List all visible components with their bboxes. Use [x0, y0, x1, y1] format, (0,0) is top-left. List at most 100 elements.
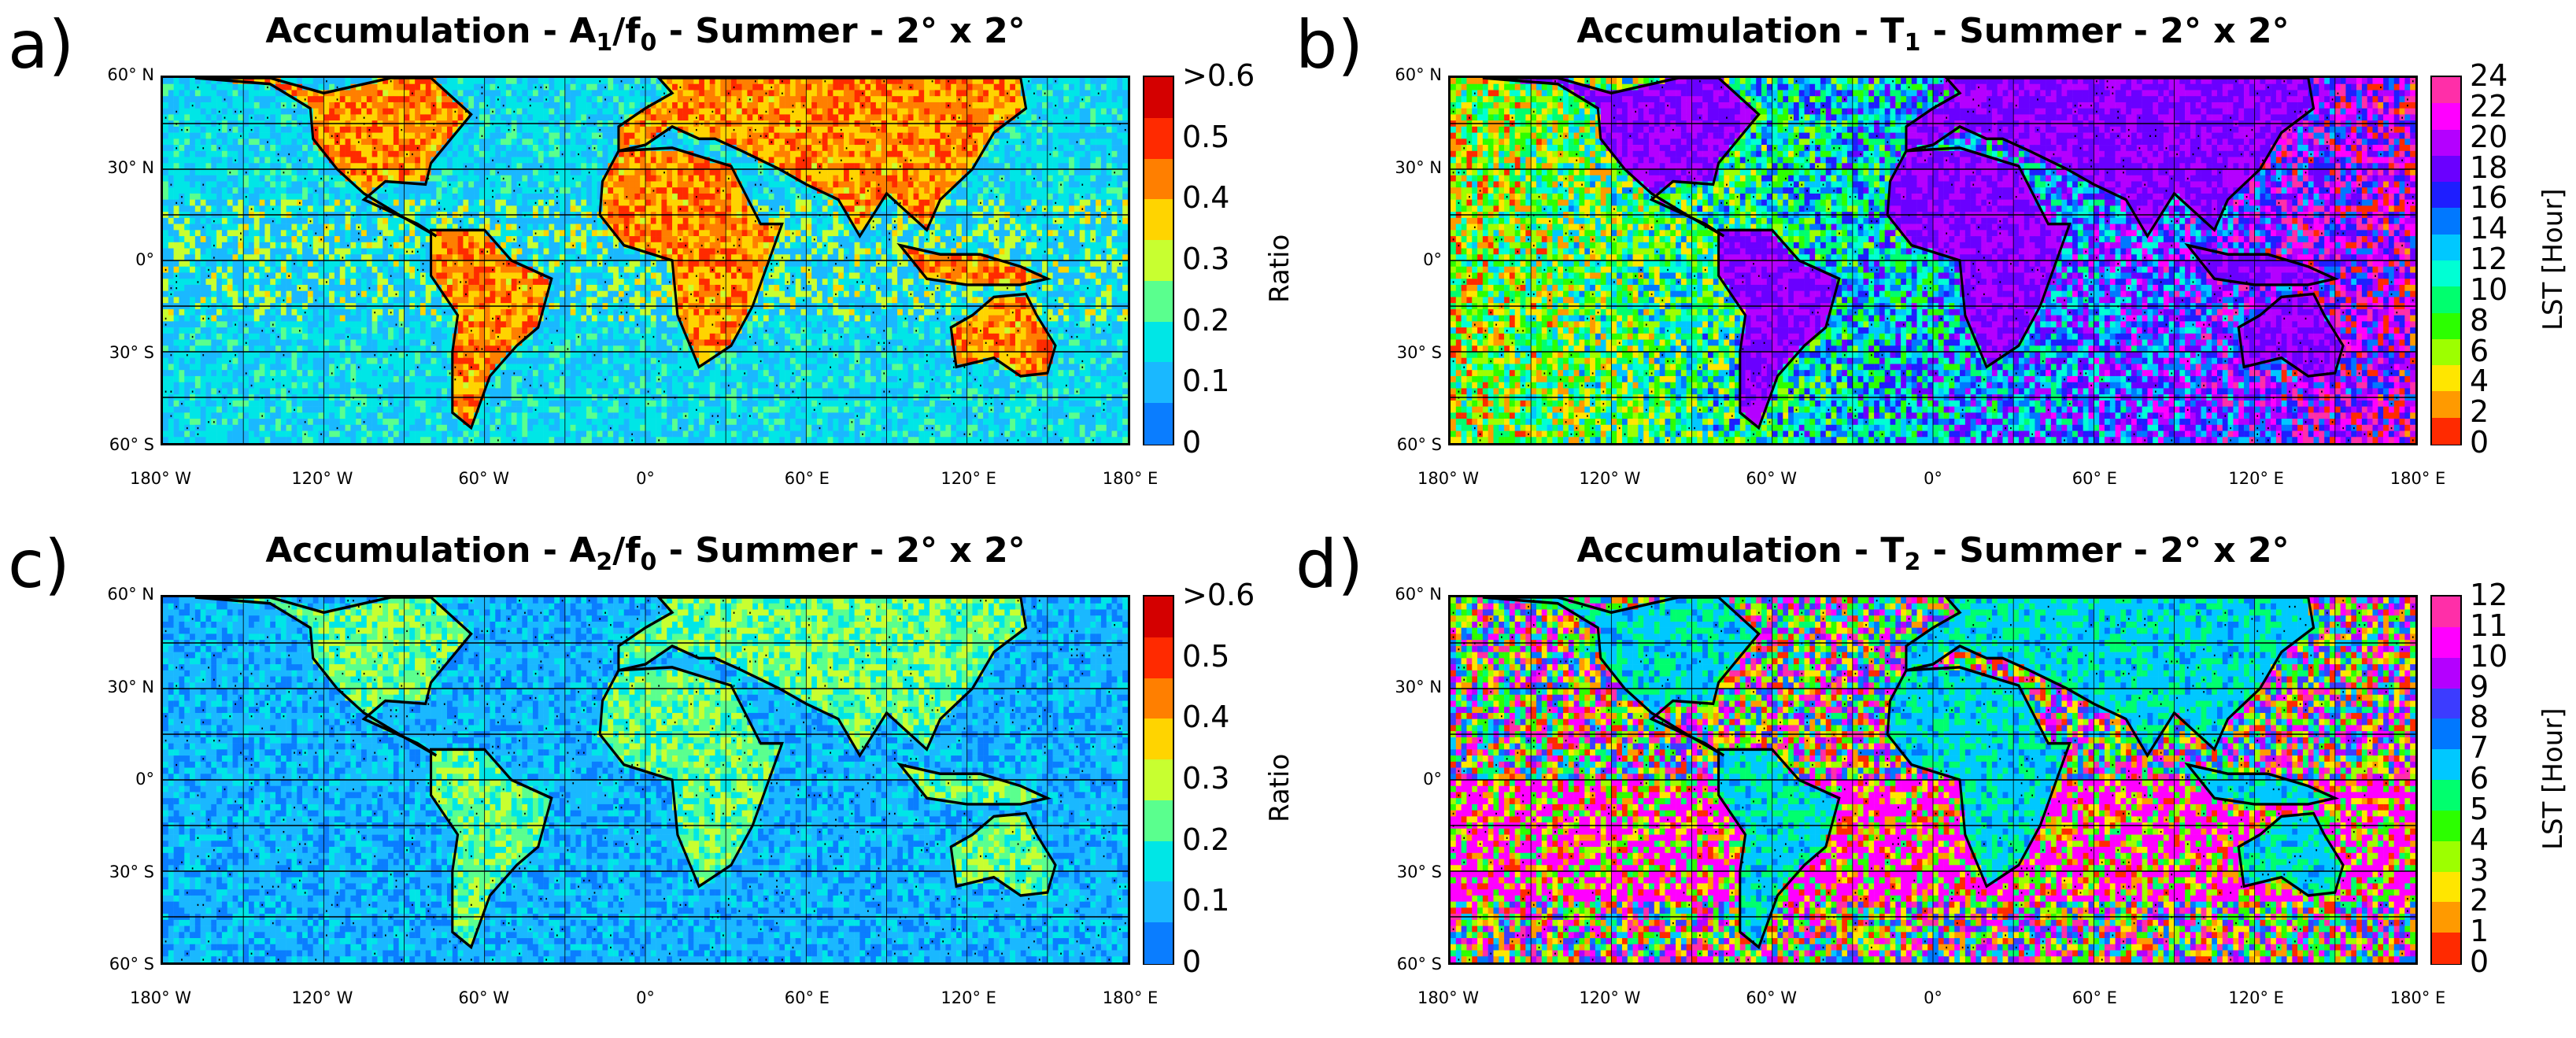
- coastline: [194, 78, 473, 238]
- colorbar-segment: [2432, 749, 2460, 781]
- lat-tick-label: 30° N: [83, 158, 154, 177]
- colorbar-segment: [1144, 759, 1173, 801]
- colorbar-tick-label: 0.3: [1182, 761, 1229, 796]
- colorbar-segment: [1144, 637, 1173, 679]
- lon-tick-label: 60° E: [752, 988, 862, 1007]
- coastline: [2237, 292, 2345, 378]
- lon-tick-label: 60° E: [2039, 469, 2149, 488]
- coastline: [949, 811, 1057, 897]
- colorbar-segment: [2432, 718, 2460, 751]
- colorbar-segment: [2432, 391, 2460, 419]
- lat-tick-label: 60° S: [83, 955, 154, 973]
- heatmap-plot-area: [1448, 595, 2418, 965]
- colorbar-segment: [1144, 240, 1173, 282]
- lon-tick-label: 120° E: [2201, 469, 2312, 488]
- lon-tick-label: 0°: [590, 469, 700, 488]
- panel-label: a): [8, 6, 74, 83]
- lat-tick-label: 0°: [83, 250, 154, 269]
- chart-title: Accumulation - A2/f0 - Summer - 2° x 2°: [244, 530, 1047, 576]
- colorbar-segment: [2432, 129, 2460, 157]
- panel-label: b): [1295, 6, 1363, 83]
- colorbar-segment: [2432, 208, 2460, 235]
- colorbar-tick-label: >0.6: [1182, 58, 1255, 93]
- lon-tick-label: 180° W: [1393, 988, 1503, 1007]
- lon-tick-label: 120° E: [2201, 988, 2312, 1007]
- heatmap-cells: [163, 597, 1128, 962]
- colorbar-segment: [2432, 933, 2460, 964]
- lon-tick-label: 60° E: [2039, 988, 2149, 1007]
- colorbar: [1143, 595, 1174, 965]
- colorbar: [2430, 595, 2462, 965]
- colorbar-segment: [1144, 881, 1173, 924]
- colorbar-tick-label: 2: [2470, 883, 2489, 918]
- colorbar-tick-label: 0.5: [1182, 639, 1229, 674]
- lat-tick-label: 60° N: [83, 65, 154, 84]
- lon-tick-label: 180° E: [2363, 469, 2473, 488]
- lon-tick-label: 120° W: [1554, 469, 1665, 488]
- colorbar-tick-label: 8: [2470, 700, 2489, 734]
- colorbar-segment: [1144, 158, 1173, 201]
- lat-tick-label: 0°: [1371, 770, 1442, 789]
- heatmap-cells: [1451, 597, 2415, 962]
- colorbar-segment: [1144, 117, 1173, 160]
- colorbar-segment: [2432, 871, 2460, 903]
- colorbar-tick-label: 0.2: [1182, 822, 1229, 857]
- colorbar-segment: [1144, 718, 1173, 761]
- colorbar-segment: [2432, 338, 2460, 367]
- colorbar-tick-label: 16: [2470, 180, 2508, 215]
- colorbar-tick-label: 18: [2470, 150, 2508, 185]
- lon-tick-label: 120° W: [267, 469, 377, 488]
- colorbar-segment: [1144, 678, 1173, 720]
- heatmap-cells: [163, 78, 1128, 443]
- colorbar-tick-label: 0: [1182, 425, 1201, 460]
- lon-tick-label: 0°: [590, 988, 700, 1007]
- colorbar-tick-label: 3: [2470, 853, 2489, 888]
- colorbar-segment: [2432, 597, 2460, 628]
- colorbar-segment: [2432, 182, 2460, 209]
- colorbar-segment: [2432, 77, 2460, 105]
- chart-title: Accumulation - T2 - Summer - 2° x 2°: [1532, 530, 2334, 576]
- colorbar-segment: [1144, 321, 1173, 364]
- chart-title: Accumulation - T1 - Summer - 2° x 2°: [1532, 11, 2334, 57]
- coastline: [194, 597, 473, 757]
- colorbar-segment: [2432, 688, 2460, 720]
- colorbar-segment: [2432, 657, 2460, 689]
- colorbar-tick-label: 0: [2470, 944, 2489, 979]
- lat-tick-label: 30° S: [1371, 863, 1442, 881]
- colorbar-title: LST [Hour]: [2537, 188, 2569, 331]
- lon-tick-label: 0°: [1878, 469, 1988, 488]
- coastline: [598, 146, 784, 369]
- colorbar-tick-label: 8: [2470, 303, 2489, 338]
- lat-tick-label: 30° S: [1371, 343, 1442, 362]
- lon-tick-label: 60° W: [429, 469, 539, 488]
- colorbar-tick-label: 0.4: [1182, 180, 1229, 215]
- colorbar-segment: [1144, 362, 1173, 404]
- lon-tick-label: 60° E: [752, 469, 862, 488]
- lat-tick-label: 60° S: [83, 435, 154, 454]
- heatmap-cells: [1451, 78, 2415, 443]
- lat-tick-label: 30° N: [1371, 158, 1442, 177]
- colorbar-tick-label: >0.6: [1182, 578, 1255, 612]
- colorbar-segment: [1144, 77, 1173, 119]
- lat-tick-label: 30° N: [1371, 678, 1442, 696]
- colorbar-segment: [2432, 840, 2460, 873]
- colorbar-segment: [1144, 597, 1173, 638]
- lon-tick-label: 120° W: [267, 988, 377, 1007]
- lat-tick-label: 60° N: [1371, 585, 1442, 604]
- colorbar: [2430, 76, 2462, 445]
- colorbar-tick-label: 12: [2470, 242, 2508, 276]
- colorbar-tick-label: 2: [2470, 394, 2489, 429]
- lon-tick-label: 60° W: [1717, 988, 1827, 1007]
- coastline: [2237, 811, 2345, 897]
- lat-tick-label: 60° N: [83, 585, 154, 604]
- colorbar-segment: [1144, 280, 1173, 323]
- colorbar-tick-label: 4: [2470, 364, 2489, 398]
- lat-tick-label: 30° S: [83, 863, 154, 881]
- colorbar-tick-label: 0.1: [1182, 364, 1229, 398]
- coastline: [949, 292, 1057, 378]
- colorbar-tick-label: 6: [2470, 761, 2489, 796]
- lat-tick-label: 60° N: [1371, 65, 1442, 84]
- lon-tick-label: 180° E: [1075, 988, 1185, 1007]
- colorbar-segment: [1144, 199, 1173, 242]
- colorbar-segment: [2432, 417, 2460, 445]
